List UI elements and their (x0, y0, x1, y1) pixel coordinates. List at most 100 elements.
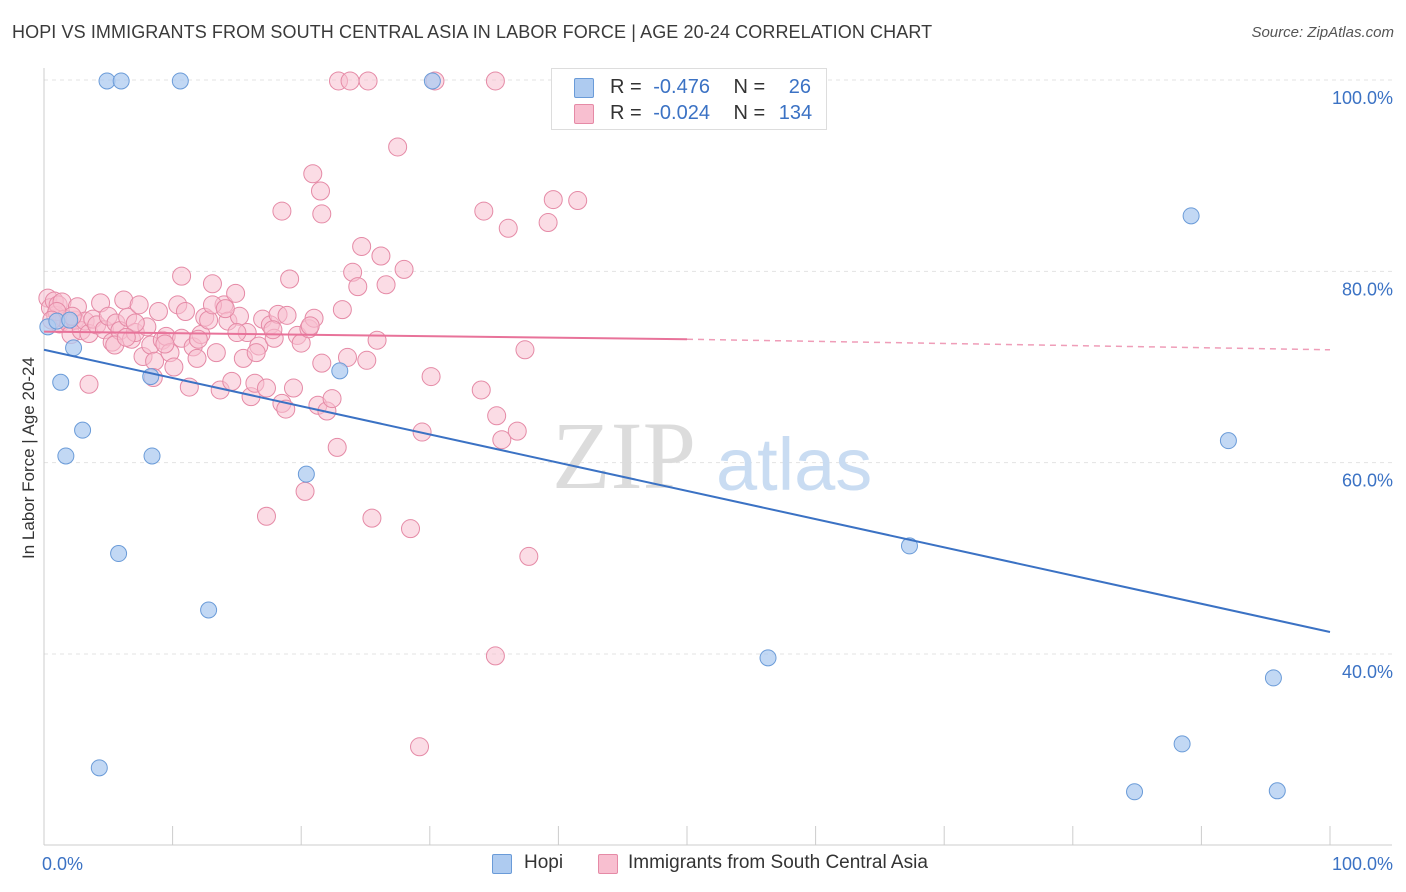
data-point-immigrants (519, 546, 539, 566)
chart-source: Source: ZipAtlas.com (1251, 24, 1394, 41)
data-point-immigrants (164, 357, 184, 377)
watermark-atlas: atlas (716, 423, 872, 506)
data-point-immigrants (188, 329, 208, 349)
data-point-hopi (74, 421, 92, 439)
y-tick-label: 40.0% (1342, 662, 1393, 682)
data-point-immigrants (474, 201, 494, 221)
data-point-immigrants (283, 378, 303, 398)
data-point-hopi (112, 72, 130, 90)
data-point-immigrants (485, 646, 505, 666)
data-point-hopi (200, 601, 218, 619)
data-point-hopi (143, 447, 161, 465)
x-tick-label: 100.0% (1332, 854, 1393, 874)
data-point-immigrants (222, 371, 242, 391)
data-point-immigrants (246, 343, 266, 363)
legend-r-value: -0.476 (653, 76, 710, 98)
data-point-hopi (98, 72, 116, 90)
data-point-hopi (57, 447, 75, 465)
data-point-immigrants (538, 213, 558, 233)
data-point-immigrants (371, 246, 391, 266)
data-point-immigrants (312, 204, 332, 224)
y-tick-label: 60.0% (1342, 471, 1393, 491)
data-point-hopi (759, 649, 777, 667)
data-point-immigrants (280, 269, 300, 289)
data-point-immigrants (498, 218, 518, 238)
data-point-hopi (331, 362, 349, 380)
legend-n-label: N = (733, 102, 766, 124)
data-point-immigrants (226, 283, 246, 303)
data-point-immigrants (129, 295, 149, 315)
legend-r-value: -0.024 (653, 102, 710, 124)
data-point-immigrants (300, 316, 320, 336)
data-point-immigrants (515, 340, 535, 360)
data-point-immigrants (337, 347, 357, 367)
data-point-immigrants (148, 302, 168, 322)
data-point-hopi (423, 72, 441, 90)
data-point-hopi (1182, 207, 1200, 225)
data-point-immigrants (568, 191, 588, 211)
data-point-hopi (61, 311, 79, 329)
data-point-immigrants (357, 350, 377, 370)
watermark: ZIP atlas (552, 402, 872, 509)
trend-line-immigrants (43, 330, 688, 341)
bottom-legend-label-immigrants: Immigrants from South Central Asia (628, 852, 928, 873)
data-point-immigrants (471, 380, 491, 400)
data-point-immigrants (507, 421, 527, 441)
data-point-immigrants (410, 737, 430, 757)
legend-r-label: R = (610, 76, 642, 98)
data-point-immigrants (394, 259, 414, 279)
data-point-immigrants (376, 275, 396, 295)
data-point-hopi (65, 339, 83, 357)
trend-line-hopi (43, 348, 1331, 633)
data-point-hopi (1126, 783, 1144, 801)
data-point-hopi (171, 72, 189, 90)
axes (43, 68, 1392, 846)
data-point-hopi (297, 465, 315, 483)
data-point-immigrants (79, 374, 99, 394)
legend-swatch-hopi (574, 78, 594, 98)
data-point-immigrants (487, 406, 507, 426)
data-point-immigrants (272, 201, 292, 221)
series-immigrants-points (38, 71, 588, 757)
data-point-immigrants (310, 181, 330, 201)
data-point-immigrants (492, 430, 512, 450)
bottom-legend-swatch-immigrants (598, 854, 618, 874)
data-point-immigrants (421, 367, 441, 387)
data-point-immigrants (340, 71, 360, 91)
data-point-immigrants (312, 353, 332, 373)
bottom-legend-swatch-hopi (492, 854, 512, 874)
y-tick-label: 100.0% (1332, 88, 1393, 108)
data-point-immigrants (227, 323, 247, 343)
legend-n-value: 134 (778, 102, 813, 124)
data-point-immigrants (277, 305, 297, 325)
data-point-immigrants (362, 508, 382, 528)
chart-title: HOPI VS IMMIGRANTS FROM SOUTH CENTRAL AS… (12, 22, 933, 42)
data-point-hopi (1173, 735, 1191, 753)
bottom-legend-label-hopi: Hopi (524, 852, 564, 873)
legend-r-label: R = (610, 102, 642, 124)
trend-line-immigrants-extrapolated (686, 338, 1331, 351)
data-point-hopi (110, 545, 128, 563)
x-tick-label: 0.0% (42, 854, 83, 874)
data-point-hopi (90, 759, 108, 777)
legend-swatch-immigrants (574, 104, 594, 124)
legend-n-value: 26 (788, 76, 812, 98)
legend-n-label: N = (733, 76, 766, 98)
data-point-immigrants (202, 274, 222, 294)
data-point-immigrants (206, 343, 226, 363)
data-point-immigrants (327, 437, 347, 457)
data-point-hopi (1268, 782, 1286, 800)
data-point-immigrants (172, 266, 192, 286)
data-point-immigrants (485, 71, 505, 91)
data-point-immigrants (155, 334, 175, 354)
watermark-zip: ZIP (552, 402, 696, 509)
data-point-immigrants (358, 71, 378, 91)
data-point-immigrants (263, 320, 283, 340)
y-axis-label: In Labor Force | Age 20-24 (19, 357, 38, 559)
data-point-immigrants (187, 348, 207, 368)
data-point-immigrants (388, 137, 408, 157)
data-point-immigrants (322, 389, 342, 409)
tick-labels: 40.0% 60.0% 80.0% 100.0% 0.0% 100.0% (42, 88, 1393, 874)
legend: R = -0.476 N = 26 R = -0.024 N = 134 (551, 68, 827, 130)
